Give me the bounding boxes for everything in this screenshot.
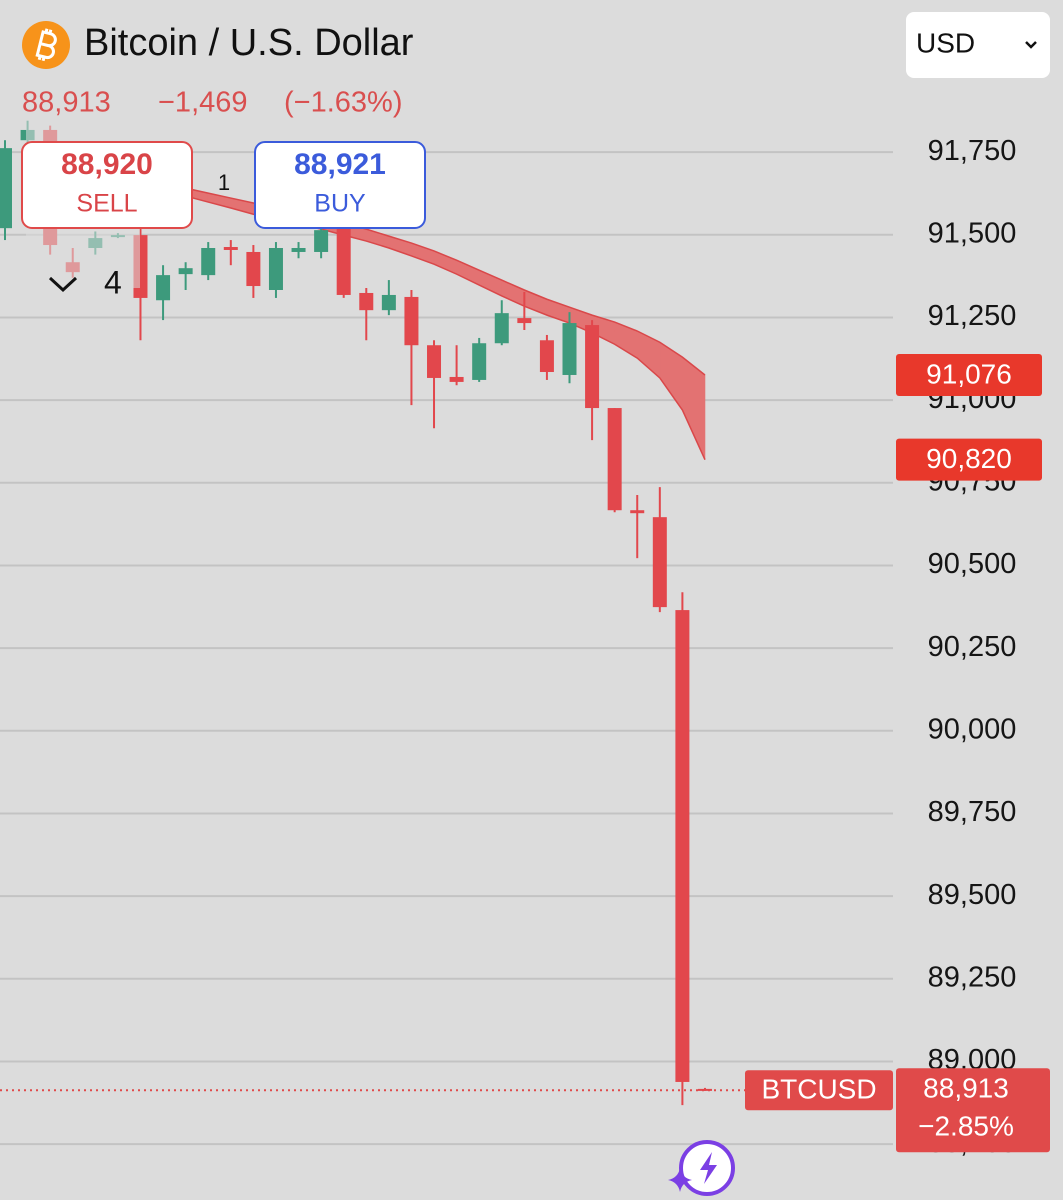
candle-body: [359, 292, 374, 311]
candle-body: [607, 408, 622, 511]
sell-label[interactable]: SELL: [76, 190, 137, 218]
y-tick-label: 89,250: [928, 961, 1017, 993]
candle-body: [336, 220, 351, 295]
price-badge: [896, 1068, 1050, 1153]
bolt[interactable]: [700, 1152, 717, 1184]
buy-label[interactable]: BUY: [314, 190, 366, 218]
candle-body: [314, 230, 329, 252]
candle-body: [268, 248, 283, 290]
price-badge-change: −2.85%: [918, 1111, 1014, 1142]
candle-body: [585, 325, 600, 409]
chevron[interactable]: [48, 276, 78, 293]
currency-dropdown[interactable]: USD: [906, 12, 1050, 78]
header: Bitcoin / U.S. Dollar 88,913 −1,469 (−1.…: [22, 21, 414, 119]
y-tick-label: 89,500: [928, 879, 1017, 911]
y-tick-label: 91,500: [928, 217, 1017, 249]
sell-button[interactable]: 88,920 SELL: [21, 141, 193, 229]
change-percent: (−1.63%): [284, 87, 402, 119]
candle-body: [630, 510, 645, 514]
candle-body: [156, 275, 171, 301]
candle-body: [675, 610, 690, 1082]
currency[interactable]: USD: [916, 27, 975, 58]
ribbon-badge-label: 90,820: [926, 443, 1012, 474]
symbol-badge: [745, 1070, 893, 1111]
candle-body: [652, 517, 667, 608]
y-tick-label: 89,750: [928, 796, 1017, 828]
candle-body: [562, 323, 577, 375]
candle-body: [291, 248, 306, 252]
candle-body: [0, 148, 12, 229]
buy-button[interactable]: 88,921 BUY: [254, 141, 426, 229]
ribbon-badge: [896, 353, 1042, 396]
price-badges: 91,076 90,820 BTCUSD 88,913 −2.85%: [745, 353, 1050, 1153]
symbol-label: BTCUSD: [761, 1074, 876, 1105]
buy-price[interactable]: 88,921: [294, 148, 386, 181]
candle-body: [697, 1088, 712, 1091]
candle-body: [494, 313, 509, 344]
candle-body: [472, 343, 487, 380]
candle-body: [517, 318, 532, 324]
candle-body: [449, 376, 464, 382]
candle-body: [246, 251, 261, 287]
bitcoin-glyph: [35, 28, 57, 62]
ribbon-badge-label: 91,076: [926, 358, 1012, 389]
y-tick-label: 91,750: [928, 135, 1017, 167]
y-tick-label: 90,000: [928, 713, 1017, 745]
plot-area: 91,75091,50091,25091,00090,75090,50090,2…: [0, 120, 1017, 1159]
ribbon-badge: [896, 438, 1042, 481]
candle-body: [539, 340, 554, 373]
y-tick-label: 91,250: [928, 300, 1017, 332]
indicators-toggle[interactable]: 4: [48, 264, 122, 300]
dropdown-box[interactable]: [906, 12, 1050, 78]
price-badge-label: 88,913: [923, 1073, 1009, 1104]
dropdown-chevron[interactable]: [1025, 41, 1037, 49]
sparkle[interactable]: [668, 1168, 692, 1192]
candle-body: [201, 248, 216, 276]
title: Bitcoin / U.S. Dollar: [84, 22, 414, 64]
buy-box[interactable]: [254, 141, 426, 229]
assistant-button[interactable]: [668, 1140, 735, 1196]
last-price: 88,913: [22, 87, 111, 119]
candle-body: [223, 247, 238, 250]
candle-body: [404, 296, 419, 346]
change: −1,469: [158, 87, 248, 119]
quantity: 1: [218, 170, 230, 195]
y-tick-label: 90,500: [928, 548, 1017, 580]
candle-body: [178, 268, 193, 275]
candle-body: [427, 345, 442, 378]
candle-body: [381, 294, 396, 311]
sell-price[interactable]: 88,920: [61, 148, 153, 181]
sell-box[interactable]: [21, 141, 193, 229]
indicator-count[interactable]: 4: [104, 264, 122, 300]
y-tick-label: 90,250: [928, 631, 1017, 663]
